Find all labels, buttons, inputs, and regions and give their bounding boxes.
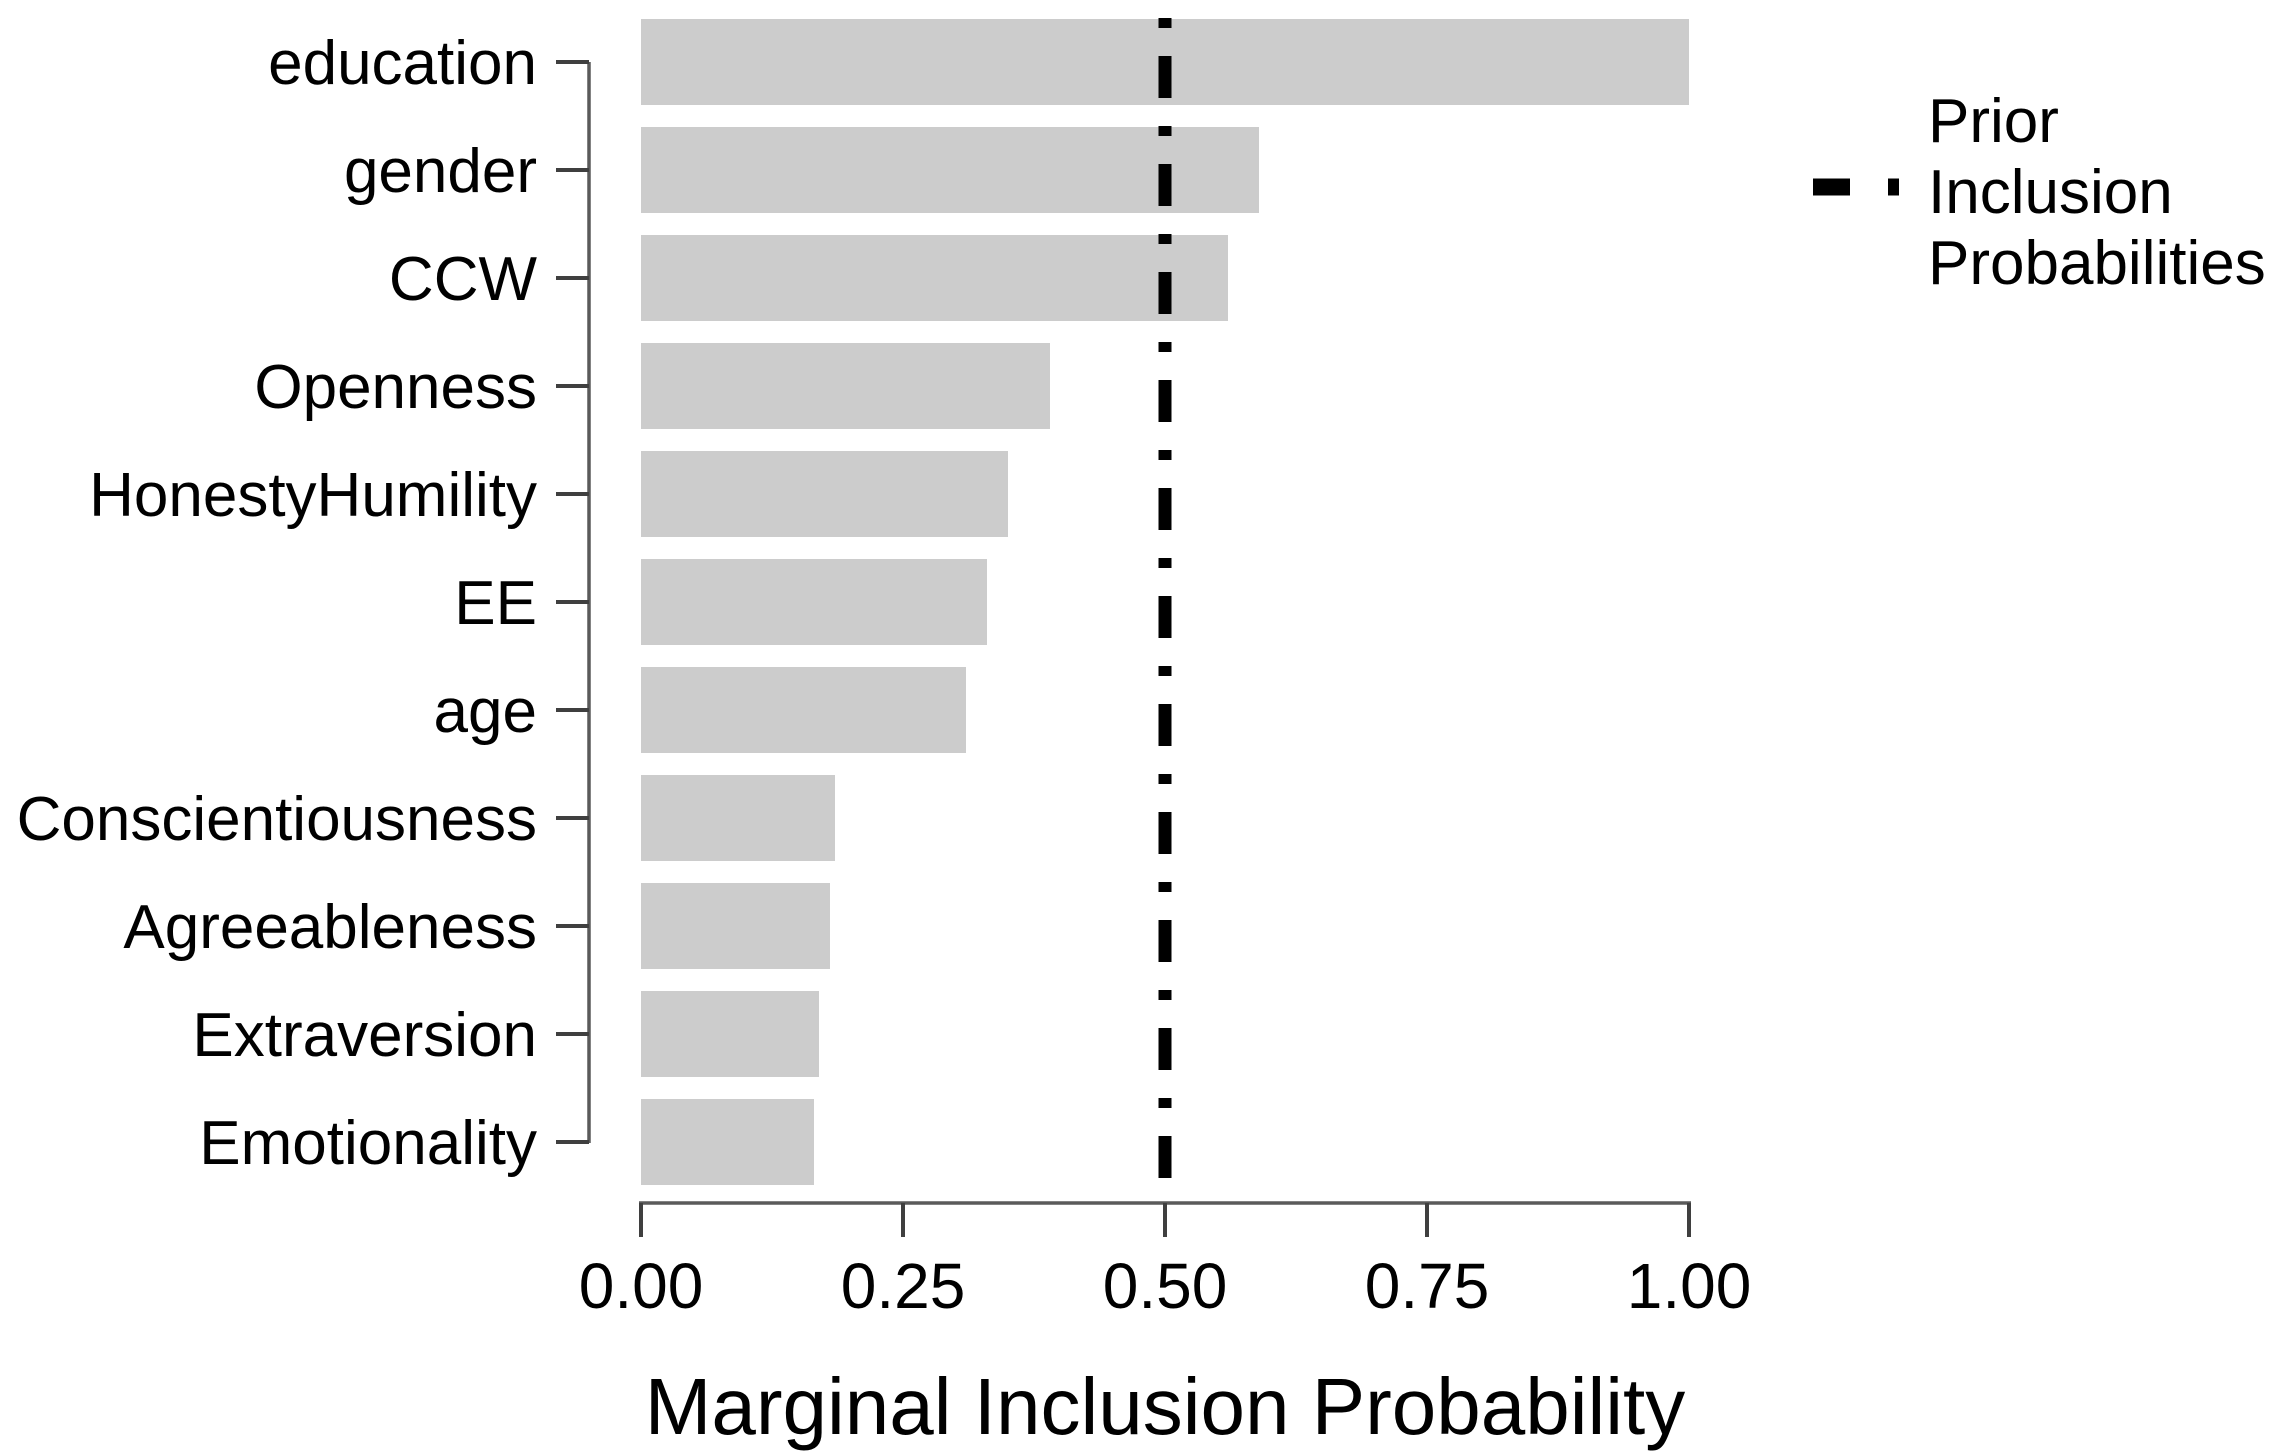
y-label-openness: Openness [254,353,537,422]
y-ticks-group [556,60,589,1144]
bar-emotionality [641,1099,814,1185]
y-label-conscientiousness: Conscientiousness [17,785,537,854]
y-label-ccw: CCW [389,245,538,314]
bar-agreeableness [641,883,830,969]
x-tick-label-0.75: 0.75 [1365,1250,1490,1322]
x-tick-labels-group: 0.00 0.25 0.50 0.75 1.00 [579,1250,1752,1322]
legend-label-line-3: Probabilities [1928,229,2266,298]
x-ticks-group [639,1203,1691,1237]
y-label-ee: EE [454,569,537,638]
y-label-age: age [434,677,537,746]
legend: Prior Inclusion Probabilities [1813,87,2266,298]
legend-label-line-2: Inclusion [1928,158,2173,227]
y-label-emotionality: Emotionality [199,1109,537,1178]
bar-ccw [641,235,1228,321]
bar-ee [641,559,987,645]
y-labels-group: education gender CCW Openness HonestyHumilit… [17,29,538,1178]
bar-extraversion [641,991,819,1077]
x-tick-label-1.00: 1.00 [1627,1250,1752,1322]
y-label-extraversion: Extraversion [192,1001,537,1070]
bars-group [641,19,1689,1185]
y-label-gender: gender [344,137,537,206]
x-axis-title: Marginal Inclusion Probability [645,1362,1686,1451]
bar-honestyhumility [641,451,1008,537]
legend-label-line-1: Prior [1928,87,2059,156]
x-tick-label-0.00: 0.00 [579,1250,704,1322]
bar-age [641,667,966,753]
x-tick-label-0.25: 0.25 [841,1250,966,1322]
bar-openness [641,343,1050,429]
y-label-honestyhumility: HonestyHumility [89,461,537,530]
y-label-education: education [268,29,537,98]
bar-gender [641,127,1259,213]
x-tick-label-0.50: 0.50 [1103,1250,1228,1322]
y-label-agreeableness: Agreeableness [123,893,537,962]
bar-conscientiousness [641,775,835,861]
